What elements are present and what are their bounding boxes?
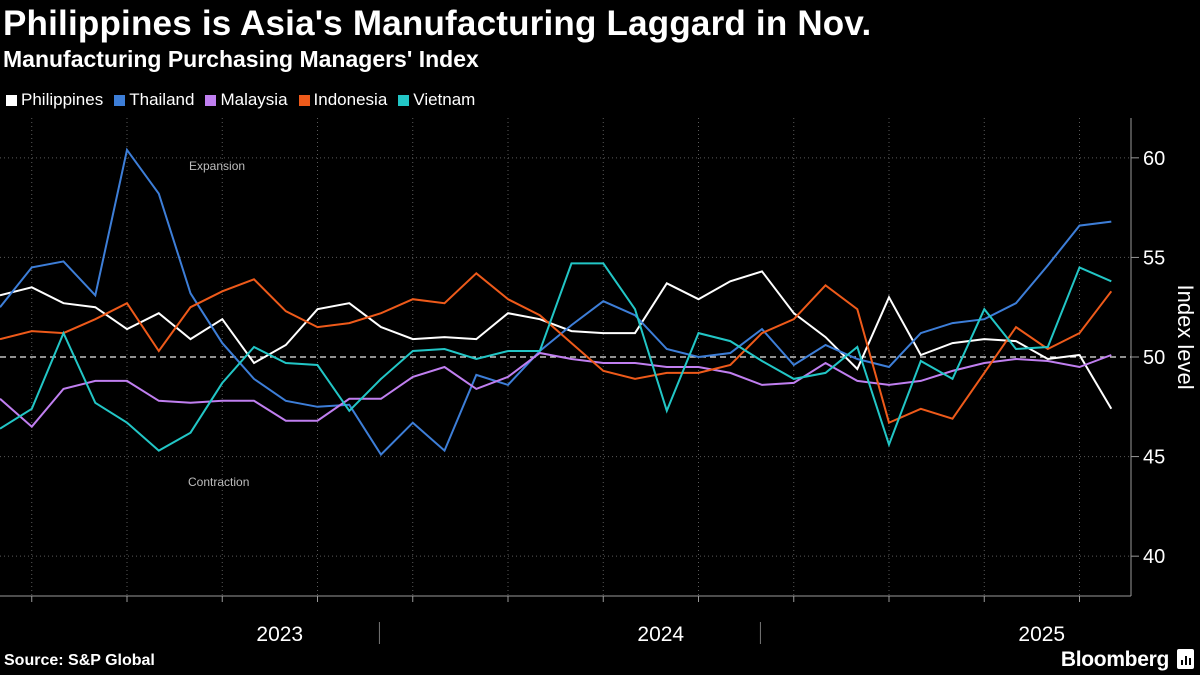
x-year-label: 2025 <box>1018 623 1065 646</box>
legend-label-malaysia: Malaysia <box>220 90 288 109</box>
legend-swatch-malaysia <box>205 94 217 106</box>
series-line-philippines <box>0 270 1113 410</box>
legend-label-thailand: Thailand <box>129 90 195 109</box>
series-line-vietnam <box>0 262 1112 452</box>
legend-swatch-vietnam <box>398 94 410 106</box>
legend-swatch-indonesia <box>298 94 310 106</box>
legend-item-philippines: Philippines <box>6 90 103 110</box>
bloomberg-chart-icon <box>1177 649 1194 669</box>
legend-swatch-thailand <box>114 94 126 106</box>
y-tick-label: 60 <box>1143 148 1165 170</box>
series-line-malaysia <box>0 351 1112 429</box>
annotation-contraction: Contraction <box>188 475 249 489</box>
x-year-label: 2024 <box>637 623 684 646</box>
series-line-thailand <box>0 147 1112 457</box>
y-tick-label: 40 <box>1143 546 1165 568</box>
y-tick-label: 55 <box>1143 247 1165 269</box>
legend-item-thailand: Thailand <box>114 90 194 110</box>
annotation-expansion: Expansion <box>189 159 245 173</box>
y-axis-title: Index level <box>1173 284 1198 389</box>
legend-item-indonesia: Indonesia <box>298 90 388 110</box>
x-year-label: 2023 <box>256 623 303 646</box>
source-note: Source: S&P Global <box>4 652 155 669</box>
legend-label-vietnam: Vietnam <box>413 90 476 109</box>
legend-swatch-philippines <box>6 94 17 106</box>
y-tick-label: 50 <box>1143 347 1165 369</box>
chart-subtitle: Manufacturing Purchasing Managers' Index <box>3 46 479 72</box>
legend-item-malaysia: Malaysia <box>205 90 288 110</box>
series-line-indonesia <box>0 271 1113 425</box>
legend-item-vietnam: Vietnam <box>398 90 475 110</box>
legend: Philippines Thailand Malaysia Indonesia … <box>6 90 486 110</box>
y-tick-label: 45 <box>1143 447 1165 469</box>
bloomberg-logo: Bloomberg <box>1060 648 1169 671</box>
chart-title: Philippines is Asia's Manufacturing Lagg… <box>3 4 872 43</box>
legend-label-philippines: Philippines <box>21 90 104 109</box>
legend-label-indonesia: Indonesia <box>313 90 388 109</box>
